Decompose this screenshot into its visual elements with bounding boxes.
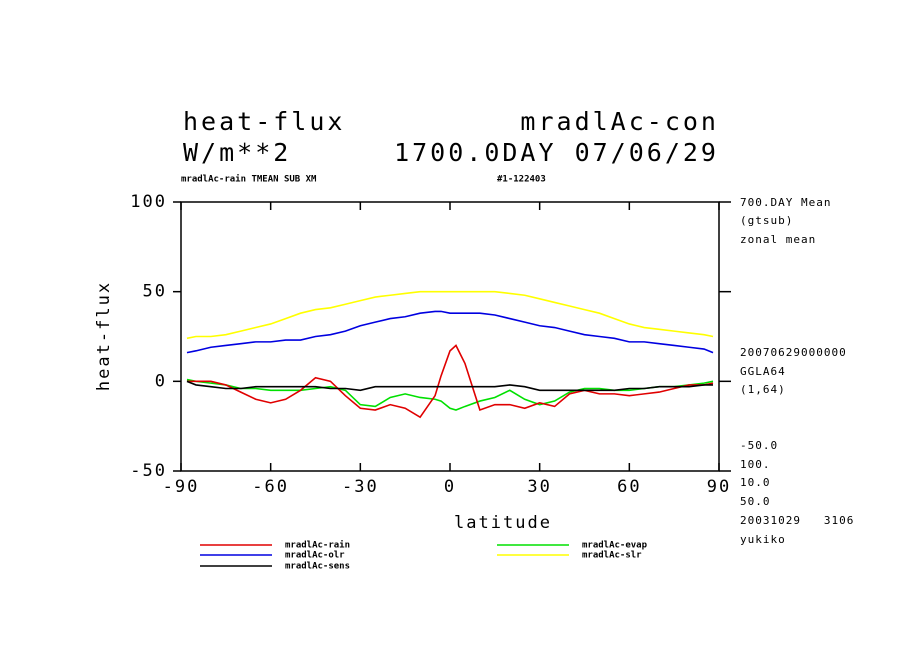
y-tick-label: 100	[130, 192, 167, 212]
y-tick-label: 0	[155, 371, 167, 391]
annotation: 20031029 3106	[740, 514, 854, 527]
time: 1700.0DAY 07/06/29	[394, 138, 719, 167]
x-tick-label: -30	[342, 477, 379, 497]
x-tick-label: 30	[527, 477, 551, 497]
annotation: (1,64)	[740, 383, 786, 396]
subtitle-right: #1-122403	[497, 175, 546, 185]
legend-label: mradlAc-evap	[582, 541, 648, 551]
x-tick-label: 90	[707, 477, 731, 497]
y-tick-label: -50	[130, 461, 167, 481]
legend-label: mradlAc-olr	[285, 551, 345, 561]
x-axis-label: latitude	[454, 513, 552, 533]
y-axis-label: heat-flux	[94, 281, 114, 391]
title-right: mradlAc-con	[520, 107, 719, 136]
x-tick-label: 0	[444, 477, 456, 497]
series-line	[186, 310, 714, 354]
subtitle: mradlAc-rain TMEAN SUB XM	[181, 174, 317, 185]
annotation: 50.0	[740, 495, 771, 508]
annotation: 100.	[740, 458, 771, 471]
x-tick-label: -60	[252, 477, 289, 497]
series-line	[186, 378, 714, 411]
x-tick-label: 60	[617, 477, 641, 497]
annotation: GGLA64	[740, 365, 786, 378]
legend-label: mradlAc-slr	[582, 551, 642, 561]
y-tick-label: 50	[143, 282, 167, 302]
annotation: 10.0	[740, 476, 771, 489]
annotation: -50.0	[740, 439, 778, 452]
series-line	[186, 344, 714, 419]
annotation: zonal mean	[740, 233, 816, 246]
legend-label: mradlAc-sens	[285, 562, 350, 572]
series-line	[186, 380, 714, 392]
annotation: (gtsub)	[740, 214, 793, 227]
chart-title: heat-flux	[183, 107, 345, 136]
annotation: yukiko	[740, 533, 786, 546]
series-line	[186, 290, 714, 340]
annotation: 20070629000000	[740, 346, 847, 359]
annotation: 700.DAY Mean	[740, 196, 831, 209]
legend-label: mradlAc-rain	[285, 540, 350, 551]
units: W/m**2	[183, 138, 291, 167]
x-tick-label: -90	[163, 477, 200, 497]
